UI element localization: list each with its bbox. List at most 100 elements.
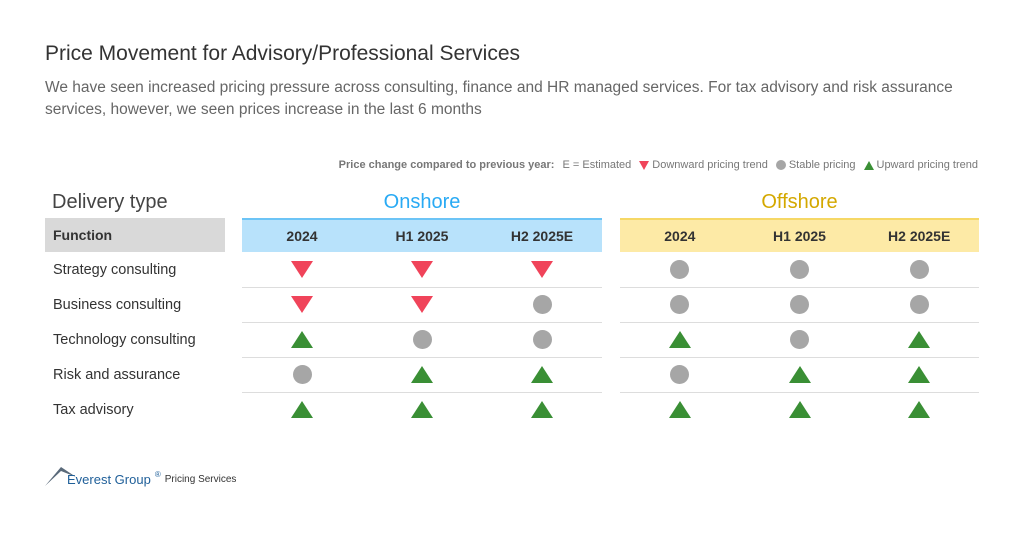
table-row (620, 287, 979, 322)
circle-icon (909, 295, 929, 314)
column-header: H1 2025 (773, 228, 826, 244)
up-triangle-icon (788, 401, 811, 418)
row-divider (242, 287, 602, 288)
onshore-header: Onshore (383, 191, 461, 213)
circle-icon (909, 260, 929, 279)
circle-icon (670, 365, 690, 384)
onshore-columns: 2024 H1 2025 H2 2025E (242, 218, 602, 252)
trend-cell (620, 365, 740, 384)
up-triangle-icon (531, 401, 553, 418)
mountain-icon (45, 467, 76, 486)
row-divider (242, 357, 602, 358)
page-subtitle: We have seen increased pricing pressure … (45, 79, 953, 118)
trend-cell (482, 366, 602, 383)
up-triangle-icon (788, 366, 811, 383)
row-divider (242, 322, 602, 323)
circle-icon (532, 330, 552, 349)
down-triangle-icon (291, 261, 313, 278)
trend-cell (859, 260, 979, 279)
column-header: 2024 (664, 228, 696, 244)
table-row (620, 322, 979, 357)
trend-cell (859, 295, 979, 314)
legend: Price change compared to previous year: … (339, 159, 978, 171)
row-divider (620, 357, 979, 358)
trend-cell (482, 295, 602, 314)
column-header: H2 2025E (510, 228, 574, 244)
up-triangle-icon (411, 401, 433, 418)
row-divider (620, 287, 979, 288)
trend-cell (620, 331, 740, 348)
trend-cell (362, 401, 482, 418)
trend-cell (620, 401, 740, 418)
up-triangle-icon (668, 401, 691, 418)
trend-cell (242, 331, 362, 348)
trend-cell (740, 295, 860, 314)
legend-heading: Price change compared to previous year: (338, 159, 555, 171)
circle-icon (412, 330, 432, 349)
circle-icon (790, 330, 809, 349)
delivery-type-label: Delivery type (52, 191, 168, 213)
circle-icon (292, 365, 312, 384)
trend-cell (740, 330, 860, 349)
table-row (242, 357, 602, 392)
table-row (620, 392, 979, 427)
page-title: Price Movement for Advisory/Professional… (45, 42, 521, 65)
trend-cell (362, 296, 482, 313)
up-triangle-icon (291, 331, 313, 348)
up-triangle-icon (908, 401, 931, 418)
table-row (242, 252, 602, 287)
circle-icon (790, 295, 809, 314)
up-triangle-icon (908, 366, 931, 383)
trend-cell (859, 331, 979, 348)
circle-icon (790, 260, 809, 279)
trend-cell (242, 365, 362, 384)
row-label: Business consulting (53, 296, 182, 313)
table-row (620, 357, 979, 392)
circle-icon (670, 295, 690, 314)
circle-icon (670, 260, 690, 279)
down-triangle-icon (291, 296, 313, 313)
trend-cell (740, 260, 860, 279)
trend-cell (859, 366, 979, 383)
down-triangle-icon (531, 261, 553, 278)
product-name: Pricing Services (164, 474, 237, 485)
brand-name: Everest Group (67, 472, 151, 487)
trend-cell (482, 330, 602, 349)
up-triangle-icon (908, 331, 931, 348)
trend-cell (740, 366, 860, 383)
up-triangle-icon (531, 366, 553, 383)
column-header: H1 2025 (395, 228, 449, 244)
trend-cell (242, 401, 362, 418)
legend-estimated: E = Estimated (562, 159, 632, 171)
registered-mark: ® (154, 470, 161, 479)
trend-cell (362, 330, 482, 349)
circle-icon (775, 160, 786, 170)
trend-cell (859, 401, 979, 418)
column-header: H2 2025E (888, 228, 951, 244)
legend-up: Upward pricing trend (876, 159, 979, 171)
row-label: Strategy consulting (53, 261, 177, 278)
circle-icon (532, 295, 552, 314)
column-header: 2024 (286, 228, 318, 244)
legend-stable: Stable pricing (788, 159, 856, 171)
table-row (242, 322, 602, 357)
trend-cell (740, 401, 860, 418)
row-divider (620, 392, 979, 393)
function-header: Function (45, 218, 225, 252)
down-triangle-icon (411, 296, 433, 313)
row-label: Tax advisory (53, 401, 134, 418)
trend-cell (620, 260, 740, 279)
row-divider (620, 322, 979, 323)
table-row (242, 287, 602, 322)
trend-cell (242, 261, 362, 278)
trend-cell (362, 261, 482, 278)
row-divider (242, 392, 602, 393)
trend-cell (620, 295, 740, 314)
down-triangle-icon (411, 261, 433, 278)
everest-group-logo: Everest Group ® Pricing Services (45, 465, 236, 487)
trend-cell (242, 296, 362, 313)
up-triangle-icon (291, 401, 313, 418)
offshore-columns: 2024 H1 2025 H2 2025E (620, 218, 979, 252)
up-triangle-icon (863, 160, 874, 170)
table-row (242, 392, 602, 427)
